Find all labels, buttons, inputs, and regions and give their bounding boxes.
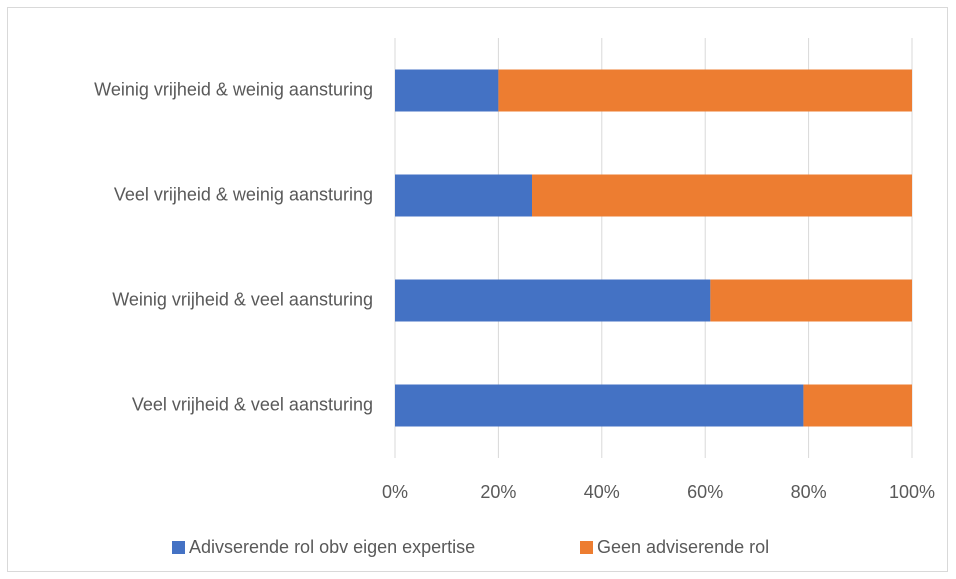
y-tick-label: Veel vrijheid & veel aansturing — [132, 394, 373, 414]
y-tick-label: Weinig vrijheid & veel aansturing — [112, 289, 373, 309]
bar-segment — [803, 384, 912, 427]
bar-segment — [498, 69, 912, 112]
x-tick-label: 80% — [791, 482, 827, 502]
bar-segment — [395, 279, 711, 322]
legend-label: Geen adviserende rol — [597, 537, 769, 557]
bar-segment — [395, 69, 499, 112]
x-tick-label: 20% — [480, 482, 516, 502]
bar-segment — [395, 384, 804, 427]
legend-label: Adivserende rol obv eigen expertise — [189, 537, 475, 557]
bar-segment — [532, 174, 912, 217]
x-tick-label: 100% — [889, 482, 935, 502]
legend-swatch — [172, 541, 185, 554]
y-tick-label: Veel vrijheid & weinig aansturing — [114, 184, 373, 204]
bar-segment — [710, 279, 912, 322]
x-tick-label: 40% — [584, 482, 620, 502]
legend-swatch — [580, 541, 593, 554]
x-tick-label: 0% — [382, 482, 408, 502]
x-tick-label: 60% — [687, 482, 723, 502]
bar-segment — [395, 174, 533, 217]
y-tick-label: Weinig vrijheid & weinig aansturing — [94, 79, 373, 99]
